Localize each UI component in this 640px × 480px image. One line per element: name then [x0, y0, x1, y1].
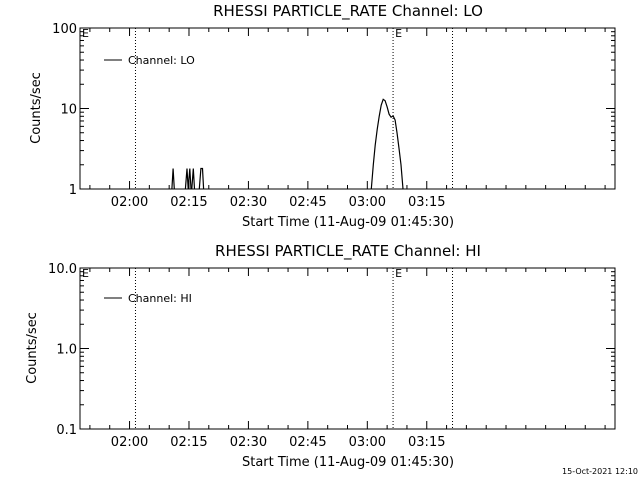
y-tick-label: 1.0	[56, 343, 77, 358]
series-line-segment	[171, 168, 175, 190]
generation-timestamp: 15-Oct-2021 12:10	[562, 467, 638, 476]
panel-hi-marks: 02:00 02:15 02:30 02:45 03:00 03:15 0.1 1.0 10.0…	[48, 262, 616, 450]
y-tick-label: 10.0	[48, 262, 77, 277]
x-tick-label: 02:00	[111, 195, 148, 210]
panel-hi-title: RHESSI PARTICLE_RATE Channel: HI	[215, 242, 481, 261]
y-tick-label: 0.1	[56, 423, 77, 438]
edge-marker-label: E	[82, 267, 89, 280]
y-tick-label: 1	[69, 183, 77, 198]
x-tick-label: 02:30	[230, 195, 267, 210]
x-tick-label: 03:15	[408, 435, 445, 450]
x-tick-label: 02:15	[170, 195, 207, 210]
x-tick-label: 03:00	[349, 435, 386, 450]
x-tick-label: 02:45	[289, 195, 326, 210]
event-marker-label: E	[395, 27, 402, 40]
panel-lo-ylabel: Counts/sec	[29, 72, 44, 144]
x-tick-label: 03:00	[349, 195, 386, 210]
panel-hi: RHESSI PARTICLE_RATE Channel: HI Start T…	[25, 242, 616, 470]
series-line-segment	[198, 167, 205, 190]
panel-lo-xlabel: Start Time (11-Aug-09 01:45:30)	[242, 215, 454, 230]
panel-lo-marks: 02:00 02:15 02:30 02:45 03:00 03:15 1 10 100 E E	[52, 22, 616, 210]
panel-lo-legend: Channel: LO	[104, 54, 195, 67]
series-line-segment	[191, 168, 196, 190]
y-tick-label: 10	[60, 103, 77, 118]
legend-label-hi: Channel: HI	[128, 292, 192, 305]
panel-hi-legend: Channel: HI	[104, 292, 192, 305]
panel-lo: RHESSI PARTICLE_RATE Channel: LO Start T…	[29, 2, 616, 230]
x-tick-label: 02:45	[289, 435, 326, 450]
x-tick-label: 02:00	[111, 435, 148, 450]
edge-marker-label: E	[82, 27, 89, 40]
panel-hi-ylabel: Counts/sec	[25, 312, 40, 384]
event-marker-label: E	[395, 267, 402, 280]
x-tick-label: 02:15	[170, 435, 207, 450]
legend-label-lo: Channel: LO	[128, 54, 195, 67]
x-tick-label: 02:30	[230, 435, 267, 450]
panel-lo-title: RHESSI PARTICLE_RATE Channel: LO	[213, 2, 483, 21]
panel-hi-xlabel: Start Time (11-Aug-09 01:45:30)	[242, 455, 454, 470]
series-line-segment	[184, 168, 192, 190]
y-tick-label: 100	[52, 22, 77, 37]
x-tick-label: 03:15	[408, 195, 445, 210]
series-line-segment	[370, 98, 404, 190]
